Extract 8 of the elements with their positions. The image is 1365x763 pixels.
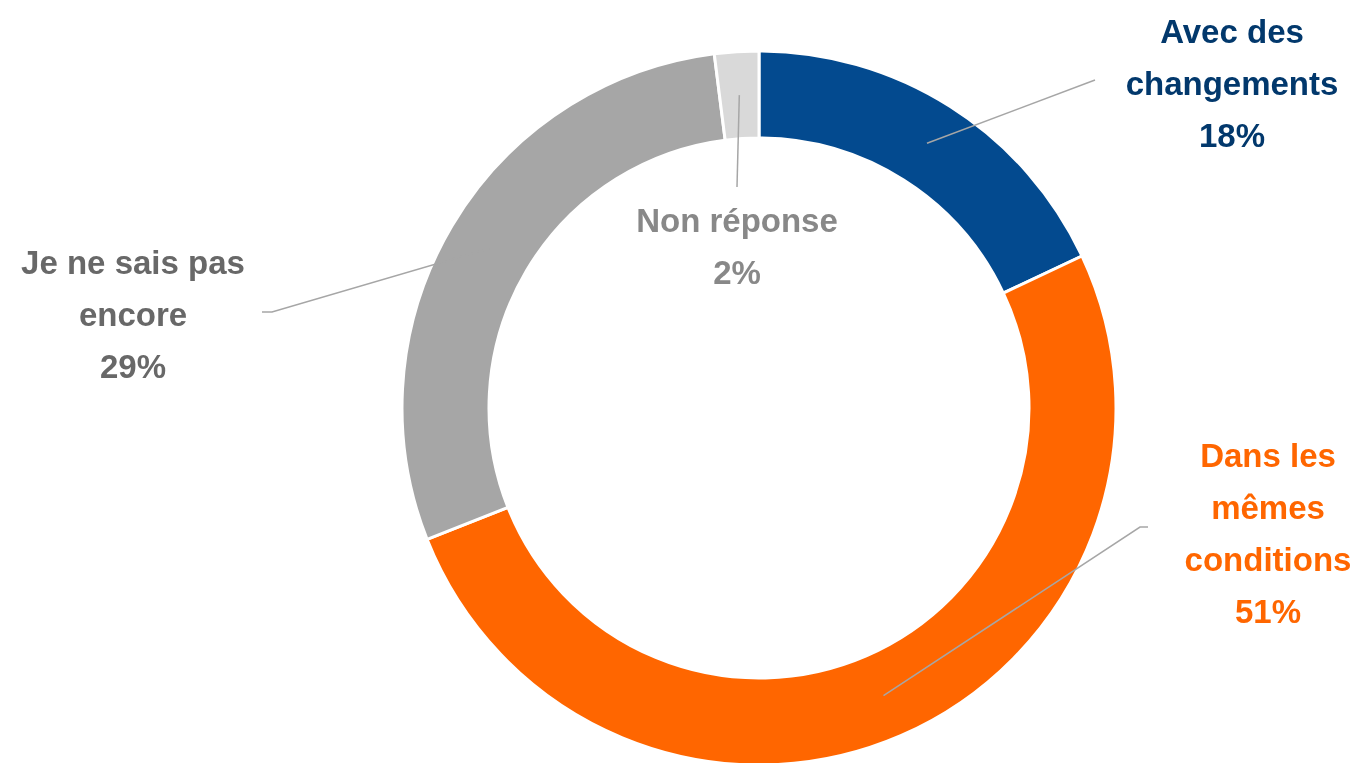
data-label: 29% — [99, 348, 167, 385]
data-label: 2% — [713, 254, 761, 291]
slice-label: Non réponse — [636, 202, 838, 239]
slice-label: Je ne sais pas encore — [21, 244, 245, 333]
data-label: 18% — [1198, 117, 1266, 154]
slice-label: Dans les mêmes conditions — [1184, 437, 1352, 578]
data-label: 51% — [1234, 593, 1302, 630]
slice-label: Avec des changements — [1125, 13, 1339, 102]
